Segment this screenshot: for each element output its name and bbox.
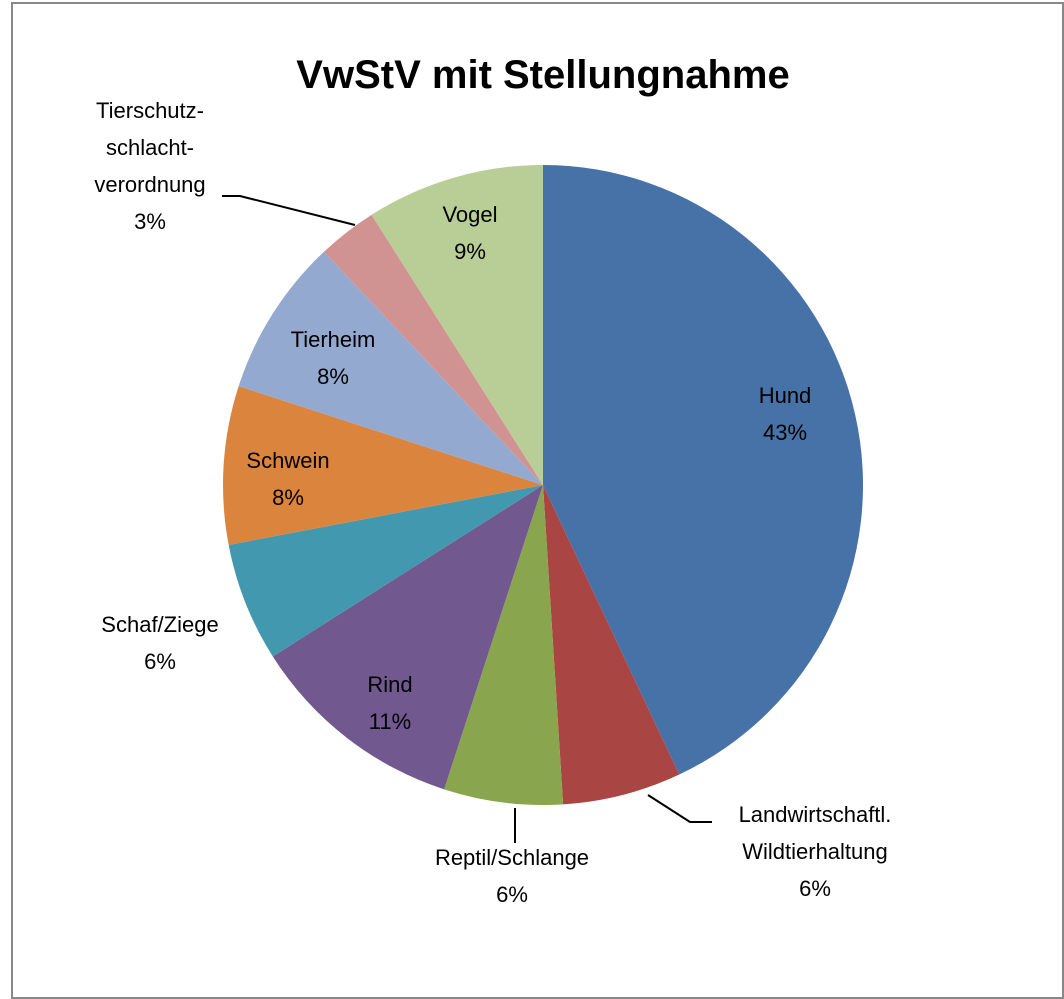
- leader-line: [647, 794, 712, 823]
- leader-line: [222, 195, 356, 226]
- pie-slice: [444, 485, 564, 805]
- category-label: Schwein: [246, 448, 329, 473]
- value-label: 6%: [799, 876, 831, 901]
- pie-slice: [543, 165, 864, 775]
- category-label: Hund: [759, 383, 812, 408]
- value-label: 9%: [454, 239, 486, 264]
- category-label: Tierschutz-schlacht-verordnung: [94, 98, 205, 197]
- value-label: 11%: [369, 709, 411, 734]
- pie-slice: [272, 485, 543, 790]
- category-label: Reptil/Schlange: [435, 845, 589, 870]
- value-label: 8%: [272, 485, 304, 510]
- pie-slice: [323, 214, 543, 485]
- value-label: 8%: [317, 364, 349, 389]
- pie-slice: [371, 165, 543, 485]
- pie-slice: [228, 485, 543, 657]
- value-label: 43%: [763, 420, 807, 445]
- pie-slice: [222, 386, 543, 545]
- category-label: Rind: [367, 672, 412, 697]
- value-label: 6%: [496, 882, 528, 907]
- pie-slice: [543, 485, 680, 805]
- category-label: Tierheim: [291, 327, 376, 352]
- category-label: Schaf/Ziege: [101, 612, 218, 637]
- category-label: Vogel: [442, 202, 497, 227]
- value-label: 3%: [134, 209, 166, 234]
- pie-slice: [238, 251, 543, 485]
- value-label: 6%: [144, 649, 176, 674]
- chart-title: VwStV mit Stellungnahme: [296, 53, 789, 97]
- category-label: Landwirtschaftl. Wildtierhaltung: [739, 802, 892, 864]
